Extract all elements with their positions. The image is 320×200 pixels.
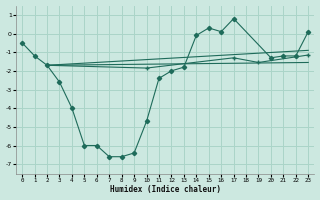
X-axis label: Humidex (Indice chaleur): Humidex (Indice chaleur)	[110, 185, 221, 194]
